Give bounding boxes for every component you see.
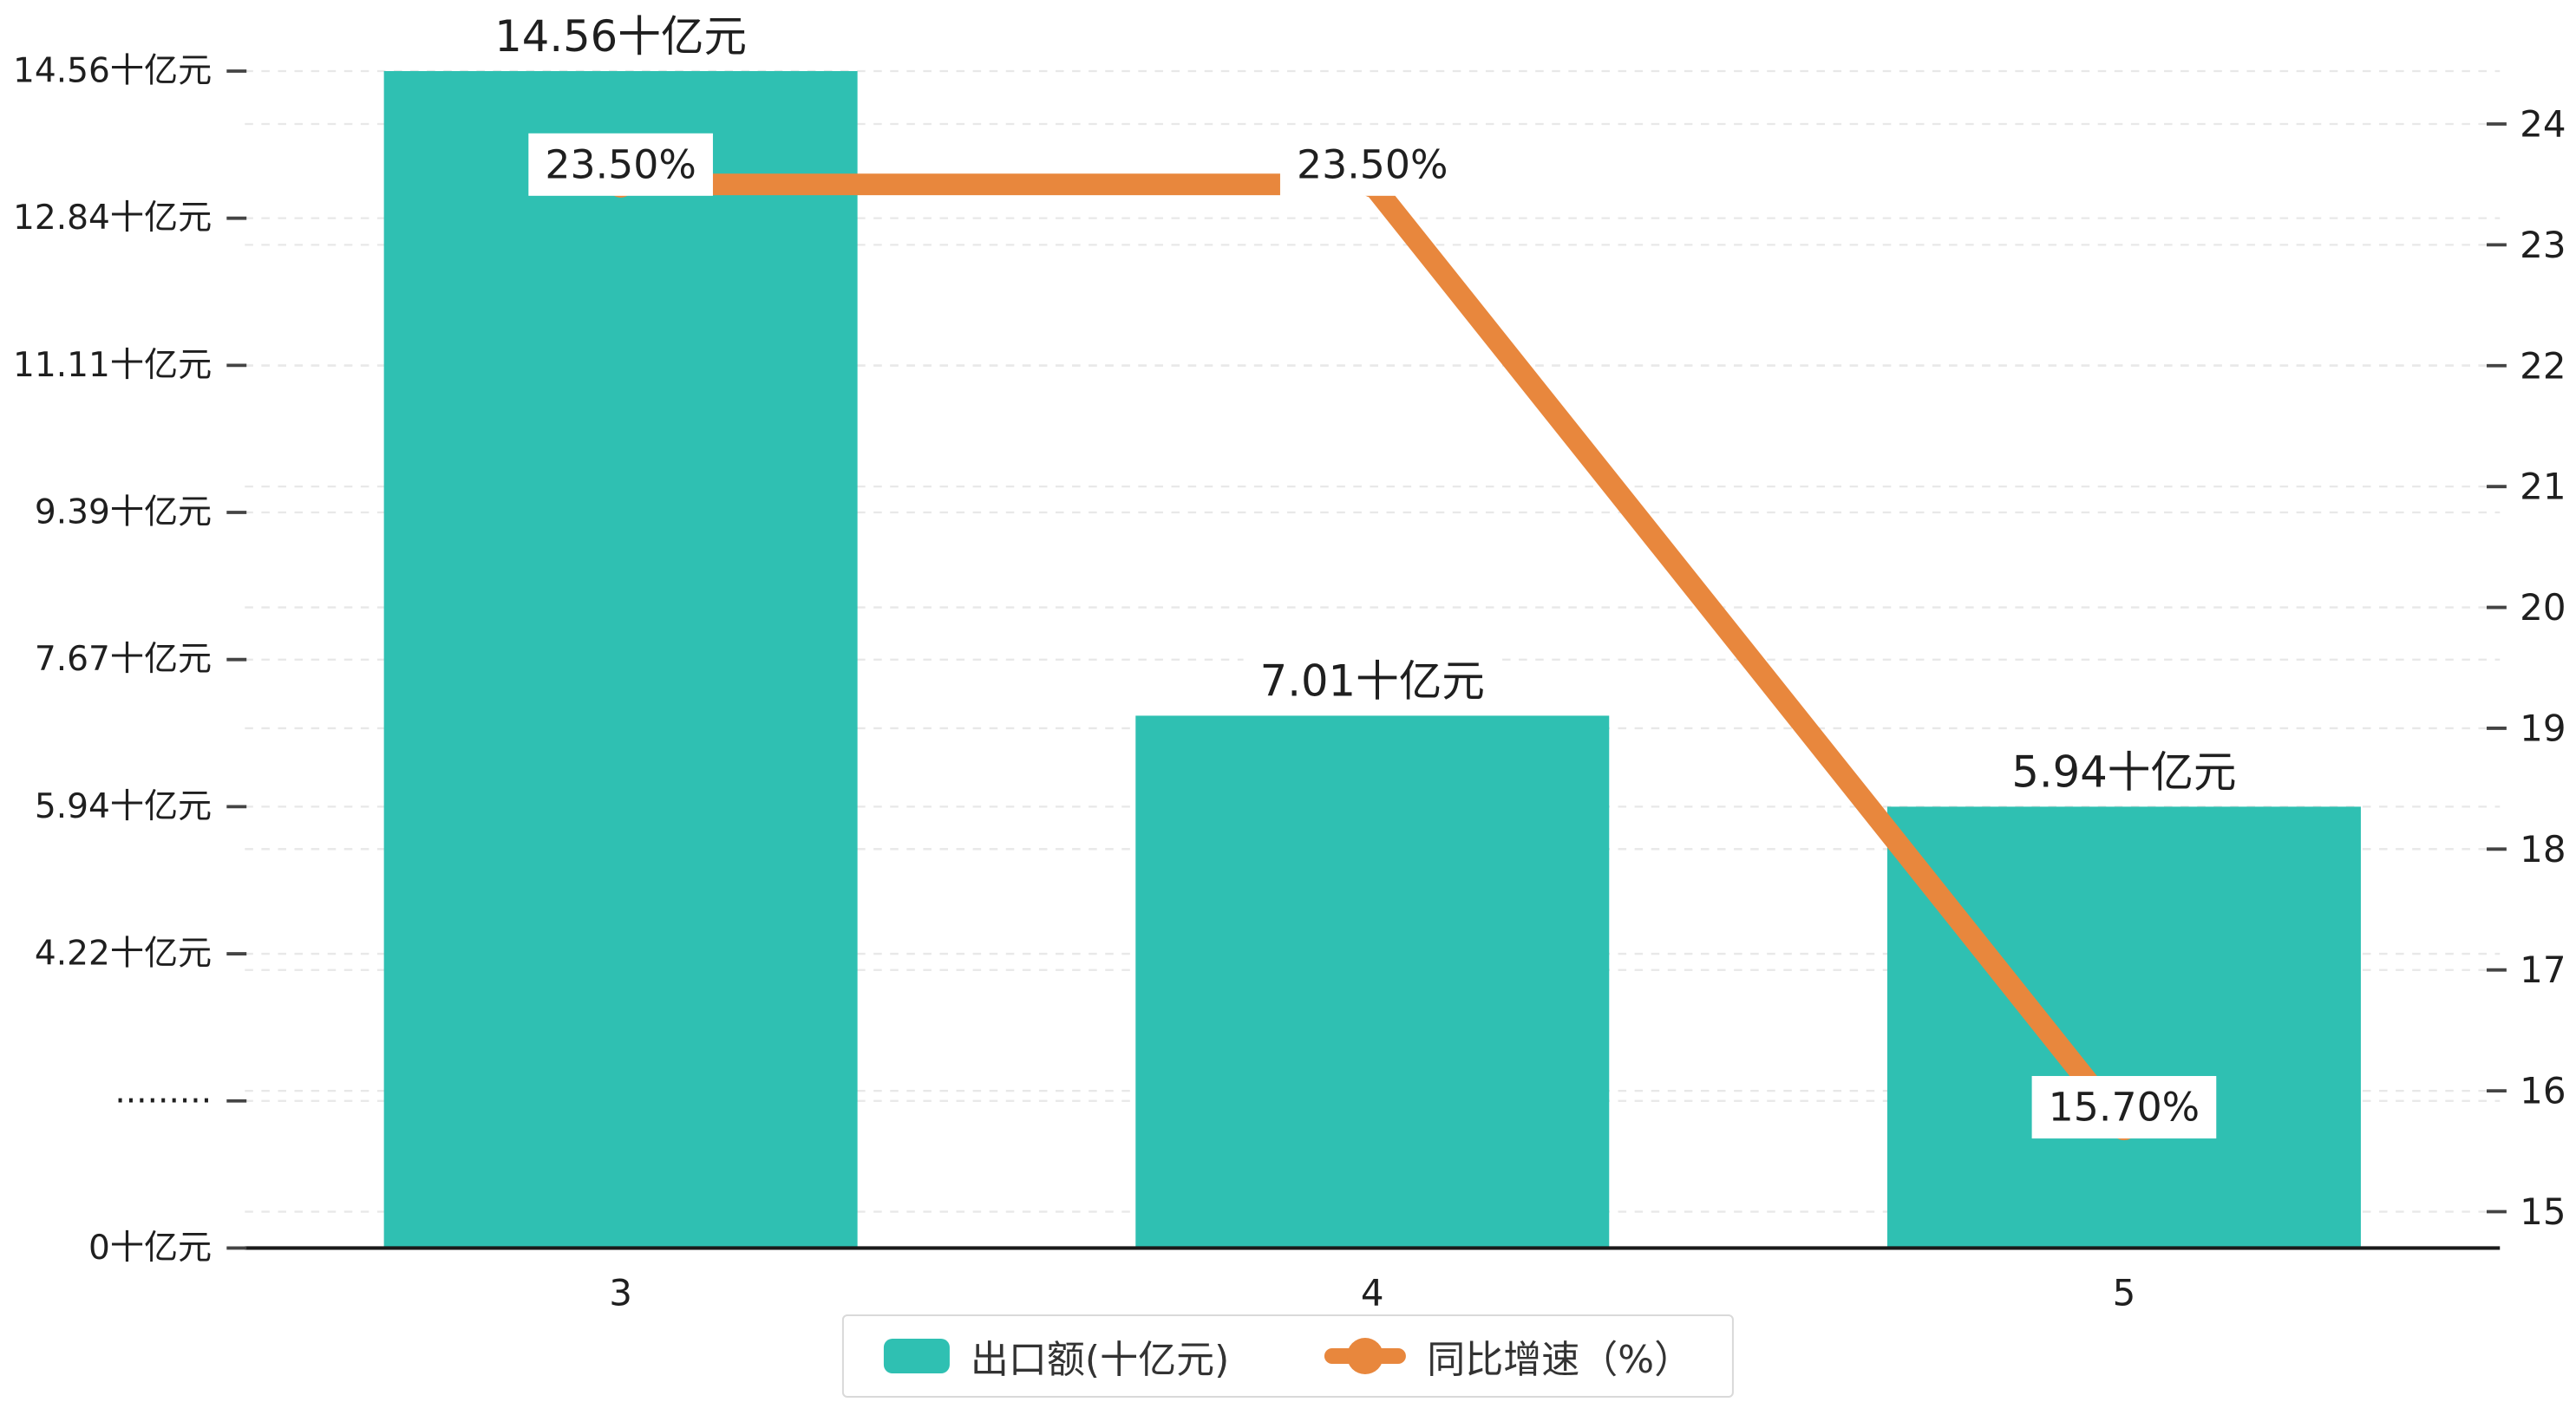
- label-background: [528, 133, 713, 196]
- x-axis-label-4: 4: [1361, 1271, 1384, 1314]
- right-axis-tick-label: 21: [2520, 466, 2566, 508]
- right-axis-tick-label: 20: [2520, 586, 2566, 629]
- left-axis-tick-label: 14.56十亿元: [13, 51, 212, 90]
- right-axis-tick-label: 16: [2520, 1070, 2566, 1112]
- line-series-swatch-icon: [1324, 1338, 1407, 1374]
- legend-label-export: 出口额(十亿元): [970, 1338, 1230, 1382]
- label-background: [478, 3, 764, 70]
- left-axis-tick-label: 0十亿元: [88, 1229, 212, 1268]
- bar-5[interactable]: [1886, 806, 2361, 1249]
- x-axis-label-5: 5: [2113, 1271, 2136, 1314]
- left-axis-tick-label: 9.39十亿元: [35, 493, 212, 532]
- left-axis-tick-label: 11.11十亿元: [13, 346, 212, 385]
- legend-label-growth: 同比增速（%）: [1427, 1338, 1693, 1382]
- right-axis-tick-label: 15: [2520, 1190, 2566, 1233]
- label-background: [1279, 133, 1465, 196]
- left-axis-tick-label: ·········: [114, 1081, 212, 1120]
- bar-series-swatch-icon: [883, 1339, 950, 1373]
- right-axis-tick-label: 17: [2520, 949, 2566, 991]
- bar-4[interactable]: [1135, 715, 1610, 1249]
- line-value-label: 23.50%: [545, 141, 696, 187]
- right-axis-tick-label: 19: [2520, 707, 2566, 749]
- left-axis-tick-label: 4.22十亿元: [35, 935, 212, 974]
- left-axis-tick-label: 12.84十亿元: [13, 199, 212, 238]
- label-background: [2031, 1076, 2217, 1139]
- left-axis-tick-label: 5.94十亿元: [35, 787, 212, 826]
- right-axis-tick-label: 22: [2520, 344, 2566, 387]
- right-axis-tick-label: 18: [2520, 828, 2566, 871]
- left-axis-tick-label: 7.67十亿元: [35, 640, 212, 679]
- legend-item-growth[interactable]: 同比增速（%）: [1324, 1328, 1692, 1384]
- line-value-label: 23.50%: [1297, 141, 1448, 187]
- bar-value-label: 14.56十亿元: [494, 11, 747, 62]
- line-value-label: 15.70%: [2049, 1085, 2200, 1131]
- x-axis-label-3: 3: [609, 1271, 632, 1314]
- right-axis-tick-label: 23: [2520, 224, 2566, 266]
- label-background: [1995, 738, 2253, 805]
- bar-value-label: 7.01十亿元: [1260, 655, 1485, 706]
- legend: 出口额(十亿元) 同比增速（%）: [841, 1314, 1735, 1398]
- right-axis-tick-label: 24: [2520, 102, 2566, 145]
- bar-value-label: 5.94十亿元: [2011, 747, 2236, 797]
- line-series-dot-icon: [1347, 1338, 1384, 1374]
- bar-3[interactable]: [383, 70, 858, 1249]
- legend-item-export[interactable]: 出口额(十亿元): [883, 1328, 1230, 1384]
- label-background: [1243, 647, 1501, 714]
